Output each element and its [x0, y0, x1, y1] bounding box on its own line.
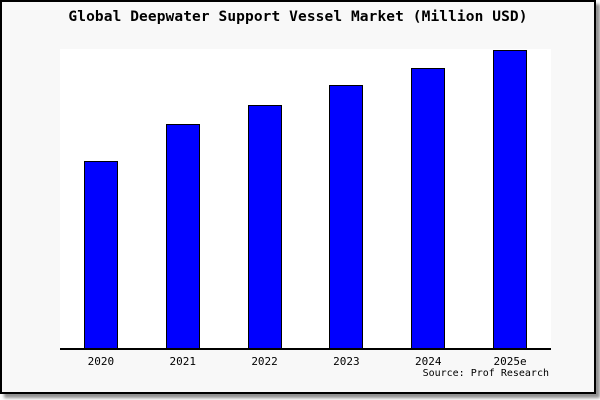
- x-tick-label-2023: 2023: [333, 355, 360, 368]
- chart-window: Global Deepwater Support Vessel Market (…: [0, 0, 596, 394]
- bar-2020: [83, 161, 118, 348]
- x-tick-label-2021: 2021: [169, 355, 196, 368]
- x-tick-label-2022: 2022: [251, 355, 278, 368]
- x-tick-label-2025e: 2025e: [493, 355, 527, 368]
- bar-2021: [165, 124, 200, 348]
- bar-2022: [247, 105, 282, 348]
- plot-area: [60, 49, 551, 350]
- source-note: Source: Prof Research: [422, 368, 549, 379]
- x-tick-label-2020: 2020: [87, 355, 115, 368]
- x-axis-tick-labels: 2020 2021 2022 2023 2024 2025e: [60, 355, 551, 370]
- bar-2025e: [493, 50, 528, 348]
- x-tick-label-2024: 2024: [414, 355, 442, 368]
- bar-2023: [329, 85, 364, 348]
- chart-title: Global Deepwater Support Vessel Market (…: [68, 9, 528, 25]
- bar-2024: [411, 68, 446, 348]
